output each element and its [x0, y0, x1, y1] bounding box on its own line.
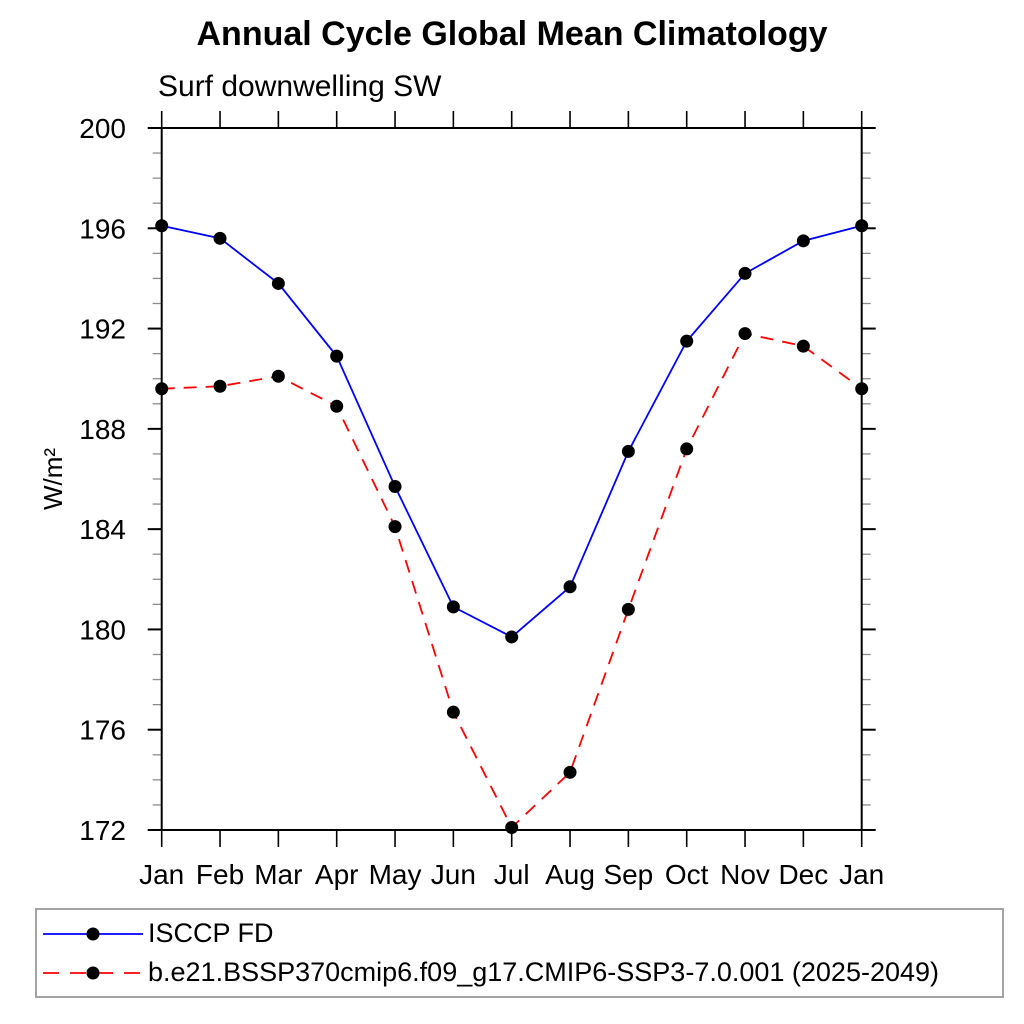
x-axis-tick-label: May: [369, 859, 422, 890]
y-axis-tick-label: 192: [79, 314, 126, 345]
chart-subtitle: Surf downwelling SW: [158, 70, 442, 103]
legend-marker-icon: [86, 927, 100, 940]
data-point-marker: [155, 219, 169, 233]
x-axis-tick-label: Nov: [720, 859, 770, 890]
data-point-marker: [505, 630, 519, 644]
data-point-marker: [388, 480, 402, 494]
data-point-marker: [680, 442, 694, 456]
x-axis-tick-label: Dec: [778, 859, 828, 890]
y-axis-tick-label: 200: [79, 113, 126, 144]
data-point-marker: [796, 339, 810, 353]
data-point-marker: [563, 765, 577, 779]
x-axis-tick-label: Jul: [494, 859, 530, 890]
x-axis-tick-label: Feb: [196, 859, 244, 890]
legend-line-sample-icon: [43, 927, 143, 940]
legend-item-isccp: ISCCP FD: [41, 918, 1002, 950]
plot-frame: [160, 127, 863, 831]
data-point-marker: [446, 600, 460, 614]
legend: ISCCP FD b.e21.BSSP370cmip6.f09_g17.CMIP…: [35, 908, 1004, 998]
x-axis-tick-label: Aug: [545, 859, 595, 890]
x-axis-tick-label: Oct: [665, 859, 709, 890]
y-axis-tick-label: 188: [79, 414, 126, 445]
x-axis-tick-label: Apr: [315, 859, 359, 890]
data-point-marker: [271, 276, 285, 290]
legend-item-model: b.e21.BSSP370cmip6.f09_g17.CMIP6-SSP3-7.…: [41, 957, 1002, 989]
y-axis-tick-label: 172: [79, 815, 126, 846]
legend-label: ISCCP FD: [148, 918, 274, 948]
data-point-marker: [621, 602, 635, 616]
y-axis-tick-label: 180: [79, 614, 126, 645]
legend-marker-icon: [86, 966, 100, 979]
data-point-marker: [330, 399, 344, 413]
x-axis-tick-label: Mar: [254, 859, 302, 890]
data-point-marker: [213, 379, 227, 393]
chart-title: Annual Cycle Global Mean Climatology: [196, 15, 828, 53]
data-point-marker: [563, 580, 577, 594]
data-point-marker: [213, 231, 227, 245]
data-point-marker: [621, 444, 635, 458]
y-axis-tick-label: 196: [79, 213, 126, 244]
data-point-marker: [855, 382, 869, 396]
data-point-marker: [271, 369, 285, 383]
data-point-marker: [446, 705, 460, 719]
x-axis-tick-label: Jan: [139, 859, 184, 890]
data-point-marker: [330, 349, 344, 363]
y-axis-tick-label: 176: [79, 715, 126, 746]
x-axis-tick-label: Jan: [839, 859, 884, 890]
data-point-marker: [738, 266, 752, 280]
x-axis-tick-label: Sep: [603, 859, 653, 890]
series-line-isccp-fd: [161, 224, 862, 639]
data-point-marker: [796, 234, 810, 248]
data-point-marker: [680, 334, 694, 348]
y-axis-tick-label: 184: [79, 514, 126, 545]
series-line-model: [161, 332, 863, 829]
data-point-marker: [738, 327, 752, 341]
data-point-marker: [505, 820, 519, 834]
data-point-marker: [155, 382, 169, 396]
data-point-marker: [855, 219, 869, 233]
legend-line-sample-icon: [43, 966, 143, 979]
x-axis-tick-label: Jun: [431, 859, 476, 890]
legend-label: b.e21.BSSP370cmip6.f09_g17.CMIP6-SSP3-7.…: [148, 957, 940, 987]
data-point-marker: [388, 520, 402, 534]
